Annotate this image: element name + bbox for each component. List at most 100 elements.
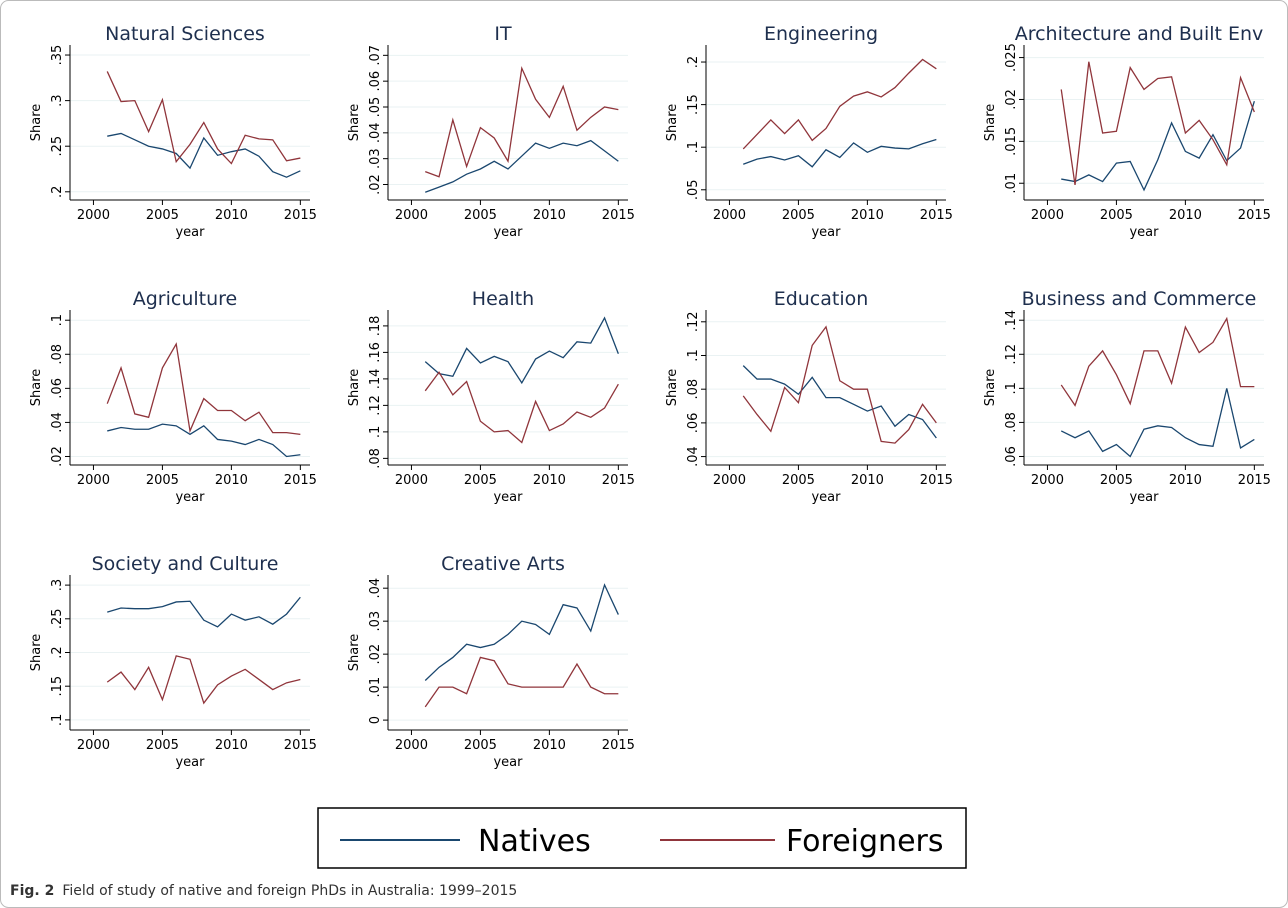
y-tick-label: .01: [1004, 173, 1019, 194]
x-tick-label: 2015: [284, 738, 317, 753]
x-tick-label: 2010: [215, 473, 248, 488]
series-line: [742, 325, 937, 444]
y-axis-label: Share: [347, 369, 362, 407]
chart-title: Natural Sciences: [105, 23, 265, 45]
x-tick-label: 2015: [284, 473, 317, 488]
y-tick-label: .12: [1004, 344, 1019, 365]
y-tick-label: .15: [686, 94, 701, 115]
y-tick-label: .1: [368, 426, 383, 438]
y-tick-label: .01: [368, 677, 383, 698]
x-axis-label: year: [811, 225, 841, 240]
caption-text: Field of study of native and foreign PhD…: [62, 883, 517, 899]
x-tick-label: 2010: [851, 208, 884, 223]
x-tick-label: 2000: [395, 738, 428, 753]
y-axis-label: Share: [665, 104, 680, 142]
y-axis-label: Share: [347, 634, 362, 672]
x-axis-label: year: [175, 225, 205, 240]
series-line: [106, 71, 301, 165]
x-tick-label: 2015: [1238, 208, 1271, 223]
x-axis-label: year: [1129, 225, 1159, 240]
y-tick-label: .015: [1004, 127, 1019, 156]
x-tick-label: 2005: [146, 208, 179, 223]
y-tick-label: .25: [50, 608, 65, 629]
y-tick-label: .02: [1004, 89, 1019, 110]
x-tick-label: 2015: [1238, 473, 1271, 488]
x-tick-label: 2005: [1100, 208, 1133, 223]
series-line: [424, 656, 619, 708]
x-tick-label: 2005: [464, 738, 497, 753]
y-tick-label: .07: [368, 45, 383, 66]
y-axis-label: Share: [983, 104, 998, 142]
y-axis-label: Share: [29, 104, 44, 142]
x-tick-label: 2000: [713, 473, 746, 488]
x-axis-label: year: [175, 755, 205, 770]
series-line: [1061, 100, 1255, 192]
x-tick-label: 2005: [1100, 473, 1133, 488]
x-tick-label: 2015: [920, 473, 953, 488]
x-tick-label: 2010: [1169, 208, 1202, 223]
series-line: [742, 58, 937, 150]
series-line: [1060, 61, 1255, 186]
y-tick-label: .14: [368, 369, 383, 390]
y-tick-label: .08: [1004, 412, 1019, 433]
series-line: [425, 139, 619, 193]
y-tick-label: .14: [1004, 310, 1019, 331]
x-tick-label: 2005: [782, 208, 815, 223]
series-line: [424, 583, 619, 682]
y-tick-label: .025: [1004, 43, 1019, 72]
y-axis-label: Share: [665, 369, 680, 407]
series-line: [424, 316, 619, 385]
y-tick-label: .04: [50, 412, 65, 433]
x-tick-label: 2015: [602, 738, 635, 753]
y-tick-label: .05: [368, 97, 383, 118]
chart-title: Creative Arts: [441, 553, 565, 575]
x-axis-label: year: [1129, 490, 1159, 505]
x-tick-label: 2000: [77, 738, 110, 753]
x-axis-label: year: [493, 490, 523, 505]
y-tick-label: 0: [368, 716, 383, 724]
chart-title: Agriculture: [133, 288, 238, 310]
x-tick-label: 2000: [713, 208, 746, 223]
x-tick-label: 2000: [77, 208, 110, 223]
y-tick-label: .3: [50, 94, 65, 106]
x-tick-label: 2000: [77, 473, 110, 488]
series-line: [1060, 388, 1255, 458]
y-tick-label: .08: [50, 344, 65, 365]
caption: Fig. 2 Field of study of native and forei…: [10, 883, 517, 899]
chart-title: Society and Culture: [92, 553, 279, 575]
x-tick-label: 2000: [1031, 473, 1064, 488]
y-tick-label: .12: [686, 311, 701, 332]
y-tick-label: .08: [686, 379, 701, 400]
x-tick-label: 2015: [602, 473, 635, 488]
x-tick-label: 2000: [395, 473, 428, 488]
x-tick-label: 2005: [146, 473, 179, 488]
series-line: [106, 342, 301, 435]
y-axis-label: Share: [29, 634, 44, 672]
x-tick-label: 2005: [464, 473, 497, 488]
chart-title: Education: [774, 288, 869, 310]
series-line: [742, 365, 937, 439]
y-tick-label: .1: [50, 714, 65, 726]
x-tick-label: 2010: [533, 208, 566, 223]
caption-label: Fig. 2: [10, 883, 54, 899]
series-line: [743, 138, 937, 168]
x-tick-label: 2010: [851, 473, 884, 488]
y-tick-label: .05: [686, 179, 701, 200]
y-tick-label: .1: [686, 141, 701, 153]
legend-label: Foreigners: [786, 824, 944, 859]
chart-title: IT: [494, 23, 512, 45]
x-tick-label: 2010: [533, 473, 566, 488]
series-line: [106, 655, 301, 705]
y-tick-label: .06: [686, 413, 701, 434]
x-tick-label: 2010: [533, 738, 566, 753]
y-tick-label: .04: [368, 122, 383, 143]
x-axis-label: year: [493, 225, 523, 240]
x-axis-label: year: [493, 755, 523, 770]
y-tick-label: .3: [50, 579, 65, 591]
x-tick-label: 2010: [215, 738, 248, 753]
y-tick-label: .02: [50, 446, 65, 467]
chart-title: Engineering: [764, 23, 878, 45]
x-tick-label: 2005: [464, 208, 497, 223]
